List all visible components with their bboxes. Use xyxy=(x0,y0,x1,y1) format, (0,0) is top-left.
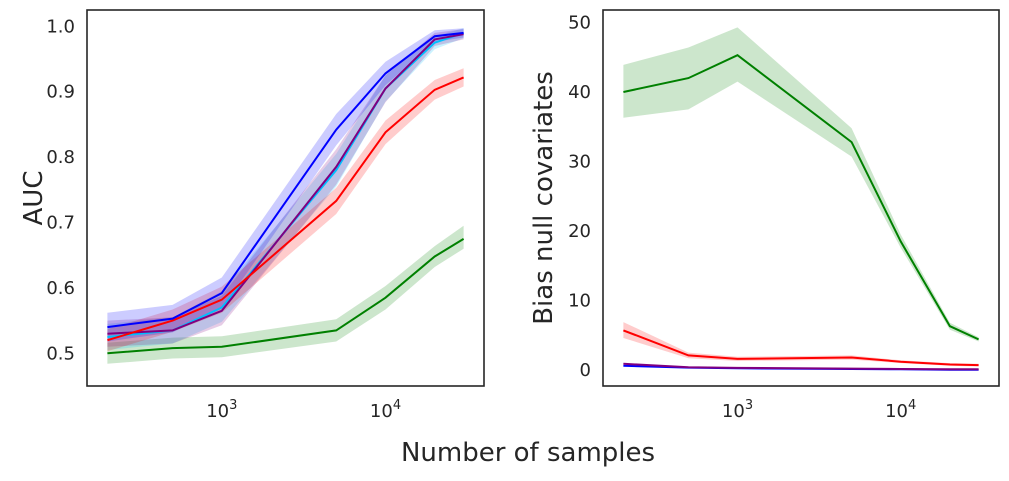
y-tick-label: 0.9 xyxy=(46,82,75,103)
y-tick-label: 0 xyxy=(580,360,591,381)
y-tick-label: 0.8 xyxy=(46,147,75,168)
line-purple xyxy=(107,33,464,335)
band-red xyxy=(107,68,464,352)
x-tick-label: 103 xyxy=(722,398,753,422)
band-cyan xyxy=(107,28,464,351)
y-tick-label: 1.0 xyxy=(46,16,75,37)
y-tick-label: 30 xyxy=(568,152,591,173)
axes-frame xyxy=(602,9,1000,387)
band-red xyxy=(623,322,979,367)
y-tick-label: 50 xyxy=(568,13,591,34)
auc-panel: 0.5 0.6 0.7 0.8 0.9 1.0 103 104 AUC xyxy=(19,9,485,422)
x-tick-label: 103 xyxy=(206,398,237,422)
axes-frame xyxy=(86,9,485,387)
y-tick-label: 40 xyxy=(568,82,591,103)
line-purple xyxy=(623,362,979,371)
y-tick-label: 0.6 xyxy=(46,278,75,299)
x-tick-label: 104 xyxy=(885,398,916,422)
x-axis-title: Number of samples xyxy=(400,438,656,468)
y-axis-title: AUC xyxy=(19,171,49,226)
y-tick-label: 20 xyxy=(568,221,591,242)
band-blue xyxy=(107,28,464,342)
x-tick-label: 104 xyxy=(370,398,401,422)
bias-panel: 0 10 20 30 40 50 103 104 Bias null covariates xyxy=(529,9,1000,422)
line-cyan xyxy=(107,31,464,338)
y-axis-title: Bias null covariates xyxy=(529,71,559,325)
y-tick-label: 0.5 xyxy=(46,343,75,364)
y-tick-label: 10 xyxy=(568,291,591,312)
y-tick-label: 0.7 xyxy=(46,213,75,234)
band-green xyxy=(623,27,979,342)
